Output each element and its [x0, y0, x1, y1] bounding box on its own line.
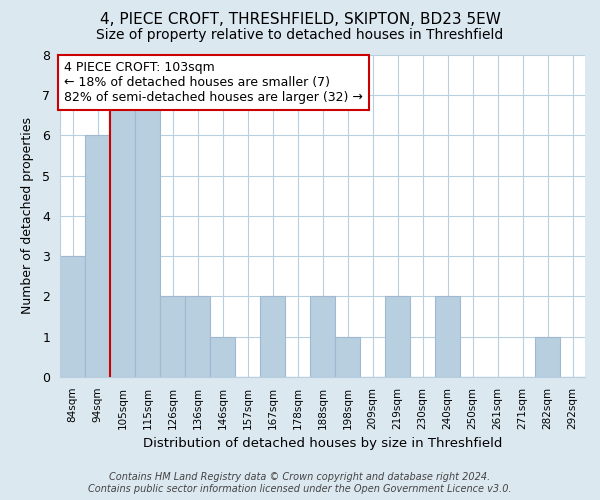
Bar: [310, 296, 335, 377]
Bar: [60, 256, 85, 377]
Bar: [135, 95, 160, 377]
Bar: [385, 296, 410, 377]
Bar: [160, 296, 185, 377]
Bar: [335, 336, 360, 377]
Text: 4 PIECE CROFT: 103sqm
← 18% of detached houses are smaller (7)
82% of semi-detac: 4 PIECE CROFT: 103sqm ← 18% of detached …: [64, 61, 362, 104]
Bar: [535, 336, 560, 377]
Bar: [260, 296, 285, 377]
X-axis label: Distribution of detached houses by size in Threshfield: Distribution of detached houses by size …: [143, 437, 502, 450]
Text: Contains HM Land Registry data © Crown copyright and database right 2024.
Contai: Contains HM Land Registry data © Crown c…: [88, 472, 512, 494]
Bar: [435, 296, 460, 377]
Bar: [185, 296, 210, 377]
Text: 4, PIECE CROFT, THRESHFIELD, SKIPTON, BD23 5EW: 4, PIECE CROFT, THRESHFIELD, SKIPTON, BD…: [100, 12, 500, 28]
Bar: [85, 136, 110, 377]
Bar: [110, 95, 135, 377]
Text: Size of property relative to detached houses in Threshfield: Size of property relative to detached ho…: [97, 28, 503, 42]
Y-axis label: Number of detached properties: Number of detached properties: [21, 118, 34, 314]
Bar: [210, 336, 235, 377]
